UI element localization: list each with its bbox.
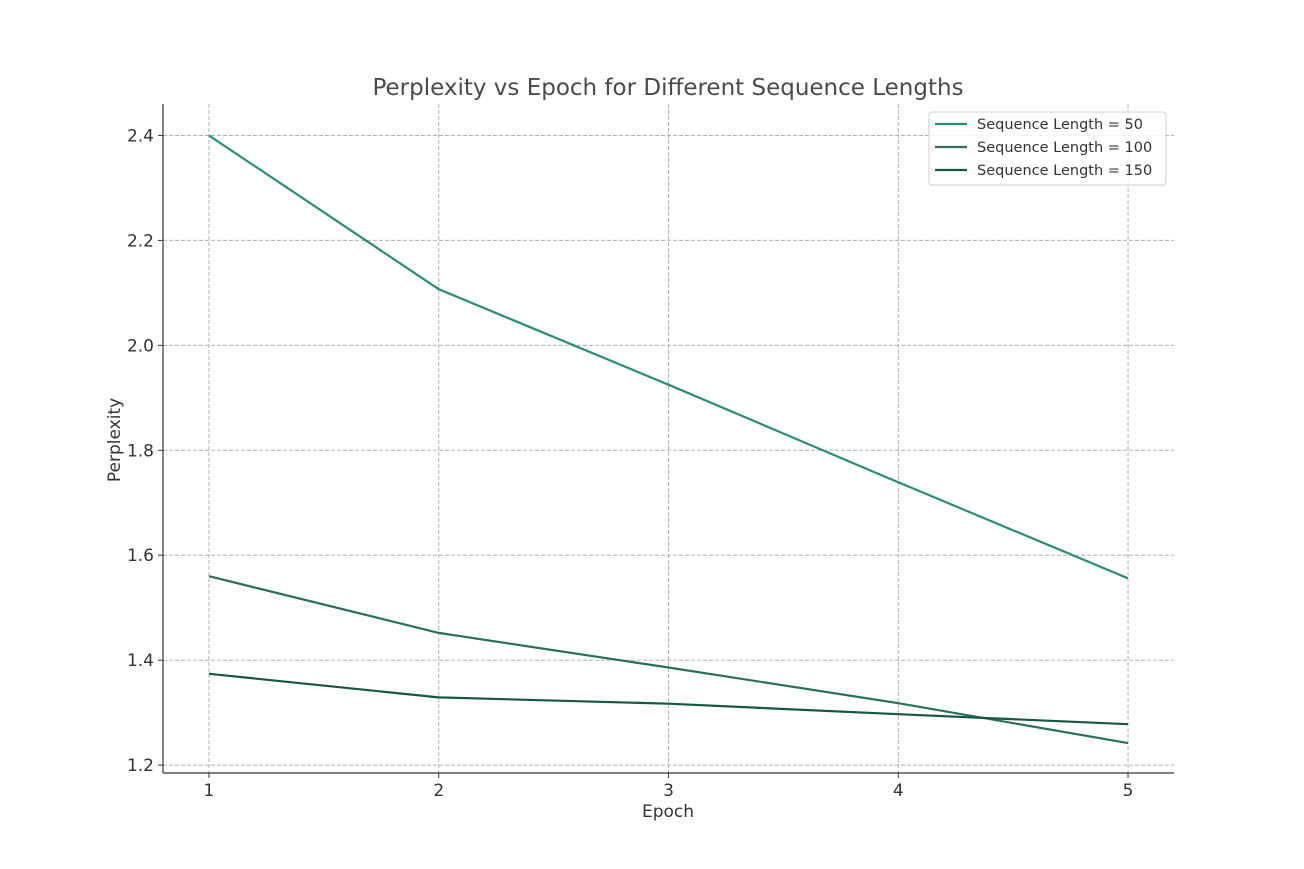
x-tick-label: 1 — [204, 781, 215, 801]
legend-label-1: Sequence Length = 50 — [977, 117, 1143, 133]
x-tick-label: 5 — [1123, 781, 1134, 801]
series-line-1 — [208, 134, 1129, 580]
legend-label-2: Sequence Length = 100 — [977, 140, 1152, 156]
series-line-3 — [208, 672, 1129, 726]
x-tick-label: 3 — [663, 781, 674, 801]
x-tick-label: 2 — [433, 781, 444, 801]
legend: Sequence Length = 50 Sequence Length = 10… — [928, 111, 1167, 186]
y-tick-label: 2.2 — [127, 231, 154, 251]
x-tick-label: 4 — [893, 781, 904, 801]
y-tick-label: 2.0 — [127, 336, 154, 356]
ticks-layer: 1 2 3 4 5 1.2 1.4 1.6 1.8 2.0 2.2 2.4 — [127, 126, 1134, 801]
y-tick-label: 1.4 — [127, 651, 154, 671]
y-tick-label: 1.8 — [127, 441, 154, 461]
y-axis-label: Perplexity — [105, 398, 125, 482]
chart-title: Perplexity vs Epoch for Different Sequen… — [372, 75, 963, 101]
grid-layer — [163, 104, 1174, 773]
x-axis-label: Epoch — [642, 802, 694, 822]
axes-layer — [162, 104, 1174, 774]
legend-box — [928, 111, 1167, 186]
legend-label-3: Sequence Length = 150 — [977, 163, 1152, 179]
y-tick-label: 1.6 — [127, 546, 154, 566]
series-layer — [208, 134, 1129, 745]
y-tick-label: 1.2 — [127, 756, 154, 776]
y-tick-label: 2.4 — [127, 126, 154, 146]
